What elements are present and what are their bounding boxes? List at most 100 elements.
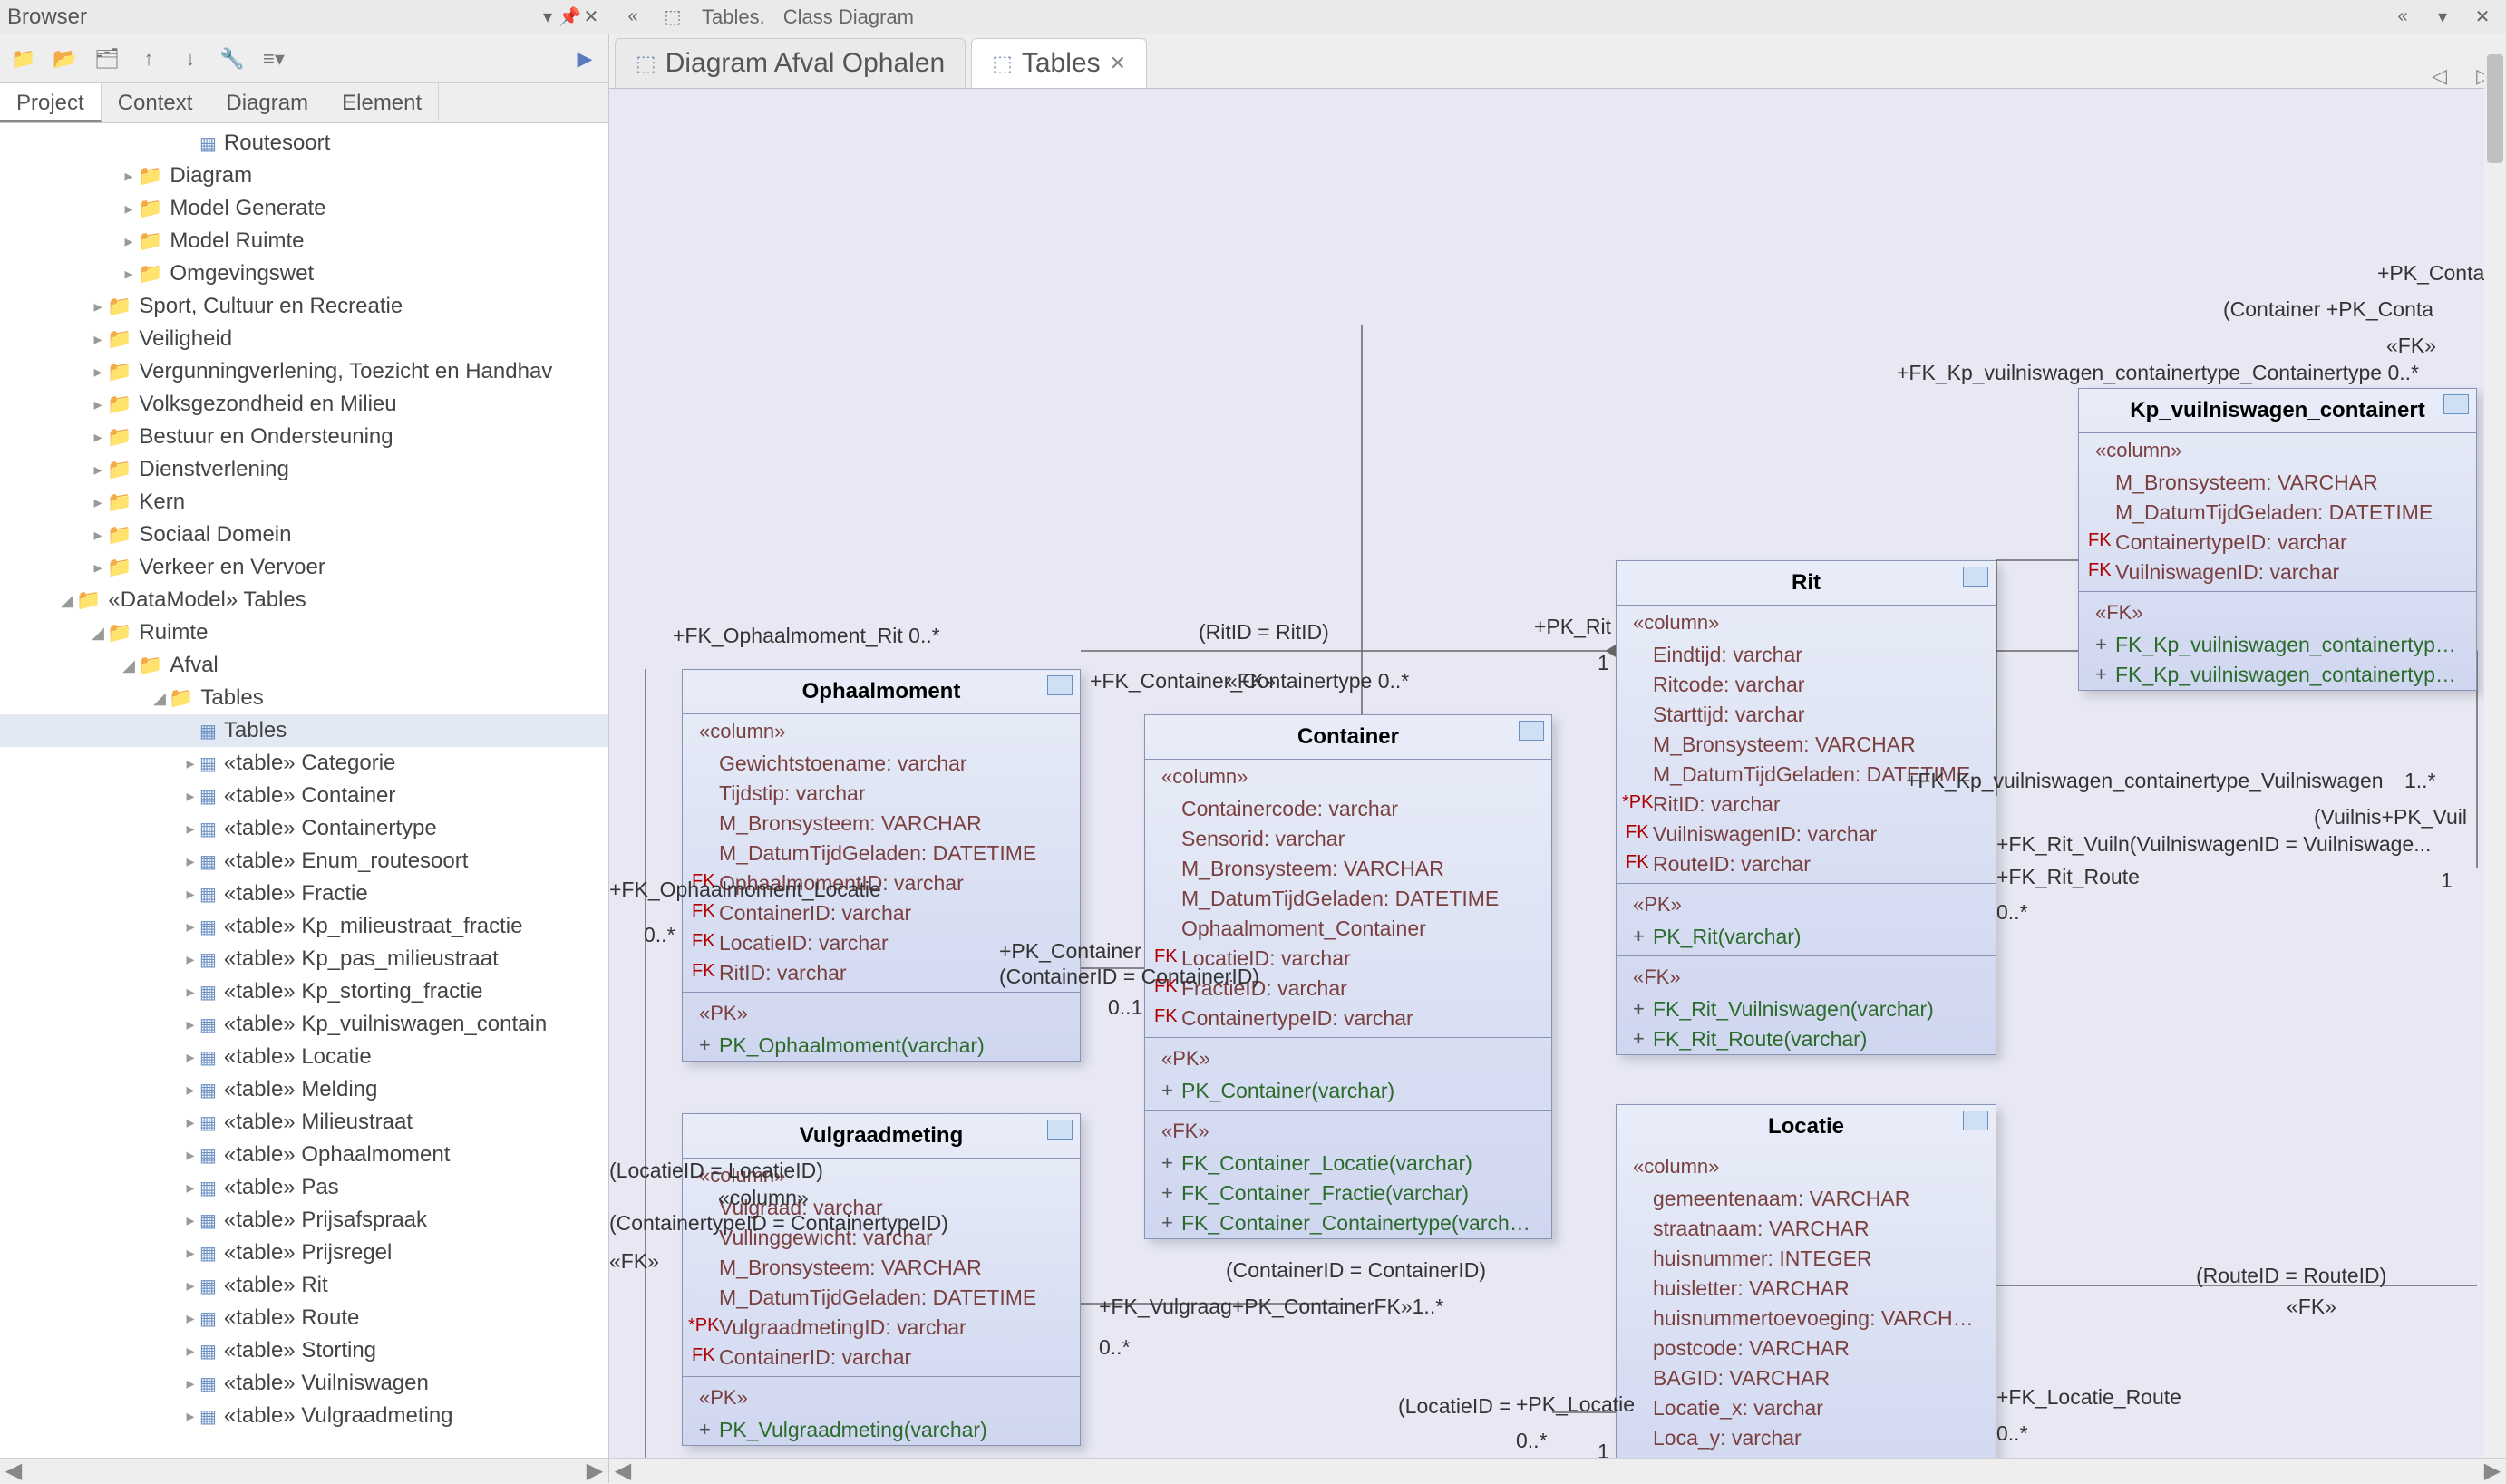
tree-item[interactable]: ▸📁Sociaal Domein <box>0 519 608 551</box>
canvas-hscroll[interactable]: ◀▶ <box>609 1458 2506 1483</box>
tree-item[interactable]: ▸▦«table» Vuilniswagen <box>0 1367 608 1400</box>
tree-label: «DataModel» Tables <box>108 587 306 613</box>
browser-hscroll[interactable]: ◀▶ <box>0 1458 608 1483</box>
tree-item[interactable]: ▸▦«table» Kp_pas_milieustraat <box>0 943 608 975</box>
tree-item[interactable]: ▸▦«table» Milieustraat <box>0 1106 608 1139</box>
column-row: Starttijd: varchar <box>1617 700 1996 730</box>
tab-diagram[interactable]: Diagram <box>209 83 325 122</box>
tree-item[interactable]: ▦Routesoort <box>0 127 608 160</box>
tree-label: Dienstverlening <box>139 457 288 482</box>
tree-item[interactable]: ▸📁Volksgezondheid en Milieu <box>0 388 608 421</box>
section-label: «PK» <box>683 996 1080 1031</box>
tab-context[interactable]: Context <box>102 83 210 122</box>
tree-item[interactable]: ▸▦«table» Melding <box>0 1073 608 1106</box>
tree-item[interactable]: ▸▦«table» Prijsafspraak <box>0 1204 608 1237</box>
open-pkg-icon[interactable]: 📂 <box>51 44 80 73</box>
table-icon: ▦ <box>199 948 217 971</box>
entity-ophaalmoment[interactable]: Ophaalmoment«column»Gewichtstoename: var… <box>682 669 1081 1062</box>
connector-label: 0..* <box>644 923 675 947</box>
tree-label: Volksgezondheid en Milieu <box>139 392 396 417</box>
tree-item[interactable]: ▸📁Sport, Cultuur en Recreatie <box>0 290 608 323</box>
pk-row: PK_Ophaalmoment(varchar) <box>683 1031 1080 1061</box>
entity-title: Rit <box>1617 561 1996 606</box>
new-pkg-icon[interactable]: 📁 <box>9 44 38 73</box>
tree-item[interactable]: ◢📁Afval <box>0 649 608 682</box>
back-icon[interactable]: « <box>622 6 644 27</box>
tree-item[interactable]: ◢📁Tables <box>0 682 608 714</box>
tree-item[interactable]: ◢📁Ruimte <box>0 616 608 649</box>
collapse-icon[interactable]: ▶ <box>570 44 599 73</box>
tree-item[interactable]: ▸📁Diagram <box>0 160 608 192</box>
tree-item[interactable]: ▸▦«table» Fractie <box>0 878 608 910</box>
breadcrumb-2[interactable]: Class Diagram <box>783 5 914 29</box>
project-tree[interactable]: ▦Routesoort▸📁Diagram▸📁Model Generate▸📁Mo… <box>0 123 608 1458</box>
table-icon: ▦ <box>199 1014 217 1036</box>
tree-item[interactable]: ▸📁Bestuur en Ondersteuning <box>0 421 608 453</box>
tree-item[interactable]: ◢📁«DataModel» Tables <box>0 584 608 616</box>
tree-item[interactable]: ▸▦«table» Vulgraadmeting <box>0 1400 608 1432</box>
tree-item[interactable]: ▸📁Model Generate <box>0 192 608 225</box>
tree-item[interactable]: ▸📁Kern <box>0 486 608 519</box>
tree-item[interactable]: ▸📁Verkeer en Vervoer <box>0 551 608 584</box>
down-icon[interactable]: ↓ <box>176 44 205 73</box>
diagram-type-icon[interactable]: ⬚ <box>662 5 684 28</box>
window-close-icon[interactable]: ✕ <box>2472 5 2493 28</box>
tree-item[interactable]: ▸📁Dienstverlening <box>0 453 608 486</box>
tree-item[interactable]: ▸▦«table» Kp_storting_fractie <box>0 975 608 1008</box>
section-label: «column» <box>1145 760 1551 794</box>
entity-locatie[interactable]: Locatie«column»gemeentenaam: VARCHARstra… <box>1616 1104 1996 1458</box>
tree-item[interactable]: ▦Tables <box>0 714 608 747</box>
pin-icon[interactable]: 📌 <box>559 5 580 28</box>
tab-nav-left-icon[interactable]: ◁ <box>2417 64 2462 88</box>
tree-label: «table» Ophaalmoment <box>224 1142 451 1168</box>
dropdown-icon[interactable]: ▾ <box>537 5 559 28</box>
column-row: BAGID: VARCHAR <box>1617 1363 1996 1393</box>
up-icon[interactable]: ↑ <box>134 44 163 73</box>
column-row: VulgraadmetingID: varchar <box>683 1313 1080 1343</box>
tree-item[interactable]: ▸📁Veiligheid <box>0 323 608 355</box>
tree-item[interactable]: ▸📁Omgevingswet <box>0 257 608 290</box>
entity-kp[interactable]: Kp_vuilniswagen_containert«column»M_Bron… <box>2078 388 2477 691</box>
tree-item[interactable]: ▸▦«table» Ophaalmoment <box>0 1139 608 1171</box>
tree-item[interactable]: ▸▦«table» Enum_routesoort <box>0 845 608 878</box>
breadcrumb-1[interactable]: Tables. <box>702 5 765 29</box>
rewind-icon[interactable]: « <box>2392 6 2414 27</box>
multi-pkg-icon[interactable]: 🗂 <box>92 44 121 73</box>
tree-item[interactable]: ▸📁Model Ruimte <box>0 225 608 257</box>
tab-project[interactable]: Project <box>0 83 102 122</box>
diagram-canvas[interactable]: Ophaalmoment«column»Gewichtstoename: var… <box>609 89 2506 1458</box>
tree-item[interactable]: ▸▦«table» Storting <box>0 1334 608 1367</box>
tree-item[interactable]: ▸▦«table» Kp_milieustraat_fractie <box>0 910 608 943</box>
tree-item[interactable]: ▸▦«table» Categorie <box>0 747 608 780</box>
tree-label: «table» Containertype <box>224 816 437 841</box>
tree-item[interactable]: ▸▦«table» Pas <box>0 1171 608 1204</box>
tree-label: «table» Enum_routesoort <box>224 849 469 874</box>
entity-type-icon <box>1963 1111 1988 1130</box>
hamburger-icon[interactable]: ≡▾ <box>259 44 288 73</box>
tree-label: Verkeer en Vervoer <box>139 555 325 580</box>
tree-item[interactable]: ▸▦«table» Locatie <box>0 1041 608 1073</box>
connector-label: +FK_Vulgraag+PK_ContainerFK»1..* <box>1099 1295 1443 1319</box>
menu-down-icon[interactable]: ▾ <box>2432 5 2453 28</box>
tab-diagram-afval[interactable]: ⬚ Diagram Afval Ophalen <box>615 38 966 88</box>
tab-close-icon[interactable]: ✕ <box>1110 52 1126 75</box>
browser-panel: 📁 📂 🗂 ↑ ↓ 🔧 ≡▾ ▶ Project Context Diagram… <box>0 34 609 1483</box>
tree-item[interactable]: ▸▦«table» Rit <box>0 1269 608 1302</box>
entity-rit[interactable]: Rit«column»Eindtijd: varcharRitcode: var… <box>1616 560 1996 1055</box>
tree-item[interactable]: ▸▦«table» Route <box>0 1302 608 1334</box>
tree-item[interactable]: ▸▦«table» Prijsregel <box>0 1237 608 1269</box>
section-label: «PK» <box>1145 1042 1551 1076</box>
tab-tables[interactable]: ⬚ Tables ✕ <box>971 38 1147 88</box>
tree-item[interactable]: ▸▦«table» Container <box>0 780 608 812</box>
connector-label: «column» <box>718 1186 809 1210</box>
tree-item[interactable]: ▸📁Vergunningverlening, Toezicht en Handh… <box>0 355 608 388</box>
tab-element[interactable]: Element <box>325 83 439 122</box>
column-row: Ophaalmoment_Container <box>1145 914 1551 944</box>
connector-label: +PK_Rit <box>1534 615 1611 639</box>
connector-label: (LocatieID = LocatieID) <box>609 1159 823 1183</box>
tool-icon[interactable]: 🔧 <box>218 44 247 73</box>
close-icon[interactable]: ✕ <box>580 5 602 28</box>
canvas-vscroll[interactable] <box>2484 54 2506 1458</box>
tree-item[interactable]: ▸▦«table» Containertype <box>0 812 608 845</box>
tree-item[interactable]: ▸▦«table» Kp_vuilniswagen_contain <box>0 1008 608 1041</box>
